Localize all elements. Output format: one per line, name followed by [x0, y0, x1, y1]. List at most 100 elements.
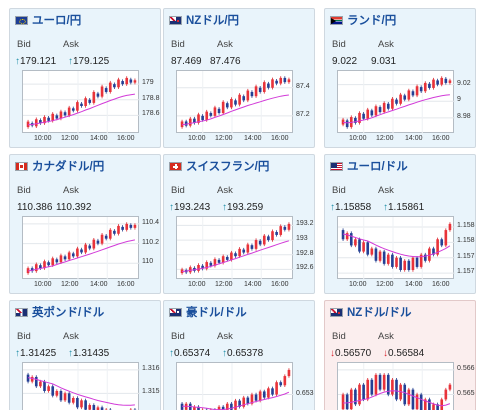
candle-body: [217, 108, 221, 114]
candle-body: [92, 405, 96, 410]
moving-average-line: [182, 94, 289, 126]
candle-body: [411, 257, 415, 270]
card-header: ランド/円: [325, 9, 475, 31]
rate-card[interactable]: ランド/円 Bid Ask 9.022 9.031 9.02 9 8.98 10:00 12:00…: [324, 8, 476, 148]
moving-average-line: [342, 233, 451, 258]
moving-average-line: [28, 239, 135, 272]
rate-card[interactable]: スイスフラン/円 Bid Ask ↑193.243 ↑193.259 193.2 193 19…: [163, 154, 315, 294]
candle-body: [374, 374, 378, 395]
y-tick-label: 87.4: [296, 82, 310, 90]
x-tick-label: 14:00: [90, 281, 108, 288]
pair-title-link[interactable]: カナダドル/円: [32, 161, 105, 173]
arrow-up-icon: ↑: [330, 202, 335, 213]
candle-body: [26, 121, 30, 128]
candlestick-chart: [23, 217, 140, 280]
ask-value-text: 0.65378: [227, 348, 264, 359]
candle-body: [221, 256, 225, 263]
bid-value: ↑179.121: [15, 56, 56, 67]
pair-title-link[interactable]: ユーロ/ドル: [347, 161, 408, 173]
candle-body: [205, 111, 209, 121]
candle-body: [104, 88, 108, 92]
candlestick-chart: [338, 217, 455, 280]
pair-title-link[interactable]: ユーロ/円: [32, 15, 82, 27]
bid-label: Bid: [332, 39, 346, 50]
candle-body: [133, 224, 137, 228]
y-tick-label: 1.1575: [457, 252, 475, 260]
candle-body: [382, 102, 386, 113]
x-tick-label: 14:00: [90, 135, 108, 142]
pair-title-link[interactable]: 英ポンド/ドル: [32, 307, 105, 319]
candle-body: [246, 397, 250, 404]
candle-body: [43, 261, 46, 269]
pair-title-link[interactable]: スイスフラン/円: [186, 161, 270, 173]
candle-body: [254, 240, 258, 249]
candle-body: [88, 405, 92, 410]
candle-body: [415, 86, 419, 96]
bid-value: 9.022: [332, 56, 358, 67]
candle-body: [71, 398, 75, 403]
candle-body: [378, 107, 382, 113]
x-tick-label: 16:00: [432, 281, 450, 288]
candle-body: [92, 239, 96, 249]
rate-card[interactable]: ユーロ/ドルBidAsk↑1.15858↑1.158611.15851.1581…: [324, 154, 476, 294]
flag-ch-icon: [169, 162, 182, 171]
ask-value: 110.392: [56, 202, 92, 213]
x-tick-label: 10:00: [34, 281, 52, 288]
ask-label: Ask: [217, 185, 233, 196]
pair-title-link[interactable]: ランド/円: [347, 15, 397, 27]
candle-body: [88, 245, 92, 249]
candle-body: [415, 394, 419, 410]
pair-title-link[interactable]: 豪ドル/ドル: [186, 307, 247, 319]
price-chart: [176, 216, 294, 280]
pair-title-link[interactable]: NZドル/円: [186, 15, 240, 27]
candle-body: [378, 374, 382, 390]
y-tick-label: 1.1585: [457, 222, 475, 229]
ask-value: ↑179.125: [68, 56, 109, 67]
candle-body: [428, 83, 431, 88]
candle-body: [341, 394, 345, 410]
candle-body: [213, 259, 217, 266]
ask-value-text: 179.125: [73, 56, 110, 67]
candle-body: [51, 113, 55, 121]
bid-value: ↑1.15858: [330, 202, 371, 213]
candle-body: [382, 251, 386, 264]
candle-body: [76, 248, 79, 257]
rate-card[interactable]: 英ポンド/ドルBidAsk↑1.31425↑1.314351.3161.3151…: [9, 300, 161, 410]
card-header: 豪ドル/ドル: [164, 301, 314, 323]
candle-body: [117, 225, 120, 234]
candle-body: [403, 260, 407, 270]
rate-card[interactable]: カナダドル/円 Bid Ask 110.386 110.392 110.4 110.2 110…: [9, 154, 161, 294]
candle-body: [386, 254, 390, 264]
y-tick-label: 178.8: [142, 94, 160, 102]
ask-value-text: 0.56584: [388, 348, 425, 359]
candle-body: [230, 252, 233, 260]
rate-card[interactable]: ユーロ/円 Bid Ask ↑179.121 ↑179.125 179 178.8 178.6…: [9, 8, 161, 148]
candle-body: [47, 386, 50, 391]
candle-body: [242, 96, 246, 101]
candle-body: [59, 111, 63, 119]
x-tick-label: 16:00: [117, 135, 135, 142]
rate-card[interactable]: NZドル/円 Bid Ask 87.469 87.476 87.4 87.2 10:00 12:…: [163, 8, 315, 148]
candle-body: [287, 223, 291, 230]
flag-nz-icon: [169, 16, 182, 25]
candle-body: [67, 252, 71, 260]
candle-body: [217, 259, 221, 263]
candle-body: [117, 79, 120, 88]
candle-body: [47, 117, 50, 121]
bid-value-text: 1.15858: [335, 202, 372, 213]
rate-card[interactable]: 豪ドル/ドル Bid Ask ↑0.65374 ↑0.65378 0.653: [163, 300, 315, 410]
y-tick-label: 0.653: [296, 389, 314, 397]
candle-body: [341, 119, 345, 125]
candle-body: [71, 108, 75, 111]
candle-body: [51, 258, 55, 266]
candle-body: [271, 231, 274, 241]
candle-body: [275, 382, 278, 395]
rate-card[interactable]: NZドル/ドルBidAsk↓0.56570↓0.565840.5660.5655…: [324, 300, 476, 410]
candle-body: [444, 389, 448, 400]
ask-label: Ask: [63, 185, 79, 196]
moving-average-line: [343, 94, 450, 124]
moving-average-line: [343, 390, 451, 407]
pair-title-link[interactable]: NZドル/ドル: [347, 307, 412, 319]
candle-body: [250, 91, 254, 97]
candle-body: [345, 394, 349, 410]
